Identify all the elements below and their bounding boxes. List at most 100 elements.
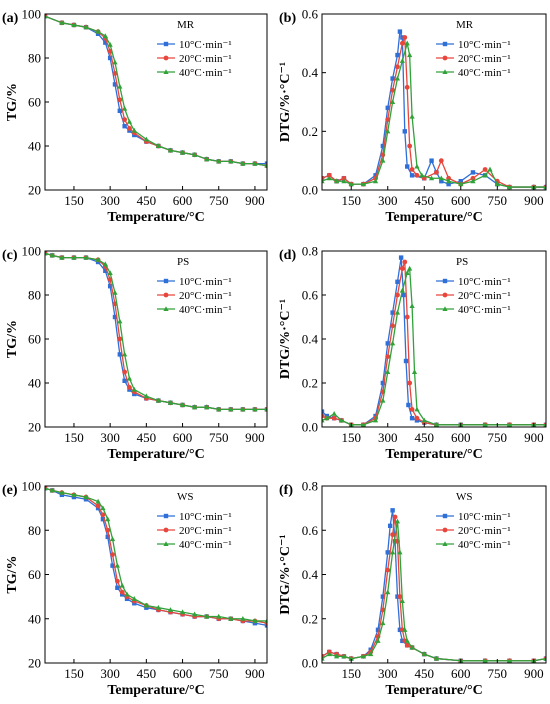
data-point (95, 28, 101, 34)
y-tick-label: 0.8 (302, 244, 318, 259)
x-tick-label: 150 (341, 193, 361, 208)
data-point (117, 83, 123, 89)
data-point (192, 404, 198, 410)
data-point (117, 336, 123, 342)
data-point (506, 184, 513, 190)
data-point (407, 265, 413, 271)
x-tick-label: 150 (64, 666, 84, 681)
x-tick-label: 600 (451, 430, 471, 445)
data-point (107, 284, 113, 289)
data-point (240, 615, 246, 621)
data-point (402, 259, 408, 265)
x-tick-label: 300 (100, 193, 120, 208)
legend-item: 20°C·min⁻¹ (436, 53, 511, 65)
data-point (385, 128, 391, 134)
data-point (107, 55, 113, 61)
data-series (45, 251, 267, 412)
data-point (409, 303, 415, 308)
legend-label: 20°C·min⁻¹ (458, 525, 511, 537)
data-point (322, 175, 325, 181)
x-tick-label: 600 (451, 193, 471, 208)
data-point (204, 156, 210, 162)
data-point (204, 613, 210, 619)
data-point (506, 422, 513, 427)
x-axis-title: Temperature/°C (107, 210, 204, 225)
data-point (105, 534, 110, 540)
series-line (322, 261, 546, 426)
x-tick-label: 750 (209, 193, 229, 208)
plot-frame (321, 485, 547, 664)
data-point (373, 173, 378, 178)
data-point (543, 184, 546, 190)
legend-marker (163, 69, 169, 74)
data-point (112, 71, 118, 76)
data-point (228, 158, 234, 164)
data-point (446, 178, 452, 184)
data-point (404, 642, 410, 648)
x-tick-label: 450 (137, 193, 157, 208)
data-point (394, 309, 401, 315)
data-point (399, 287, 405, 293)
legend-marker (442, 292, 448, 298)
series-line (45, 15, 267, 167)
data-point (103, 268, 108, 273)
legend-label: 10°C·min⁻¹ (458, 39, 511, 51)
data-point (380, 157, 386, 163)
data-series (322, 508, 546, 663)
data-point (127, 385, 132, 390)
data-point (122, 351, 128, 357)
data-point (395, 292, 400, 298)
data-point (372, 417, 379, 423)
data-point (390, 508, 395, 513)
data-point (428, 175, 435, 181)
data-point (252, 160, 258, 166)
data-point (264, 163, 267, 168)
x-tick-label: 750 (488, 666, 508, 681)
x-tick-label: 450 (137, 666, 157, 681)
data-point (482, 167, 488, 172)
data-point (59, 489, 65, 495)
series-line (322, 256, 546, 426)
data-point (83, 254, 89, 260)
x-tick-label: 450 (415, 666, 435, 681)
data-point (109, 536, 116, 542)
data-point (334, 653, 340, 659)
data-point (348, 181, 354, 187)
legend-label: 20°C·min⁻¹ (179, 53, 232, 65)
data-point (341, 178, 347, 184)
y-tick-label: 0.0 (302, 420, 318, 435)
y-tick-label: 80 (28, 523, 41, 538)
data-point (392, 514, 398, 520)
x-tick-label: 600 (173, 193, 193, 208)
data-point (375, 627, 381, 633)
x-axis-title: Temperature/°C (385, 447, 482, 462)
data-series (45, 14, 267, 166)
data-point (390, 340, 396, 346)
data-point (409, 644, 415, 650)
data-point (192, 611, 198, 617)
series-line (45, 487, 267, 624)
data-point (112, 82, 118, 87)
legend-item: 10°C·min⁻¹ (436, 276, 511, 288)
dataset-label: WS (456, 491, 473, 503)
data-point (124, 591, 130, 597)
data-point (155, 397, 162, 403)
data-point (105, 527, 111, 533)
legend-item: 10°C·min⁻¹ (157, 39, 232, 51)
data-point (409, 173, 415, 178)
x-tick-label: 300 (378, 430, 398, 445)
data-point (399, 266, 405, 271)
dataset-label: MR (177, 19, 195, 31)
data-point (397, 627, 403, 633)
data-series (322, 265, 546, 427)
data-point (322, 413, 325, 419)
data-point (179, 149, 186, 155)
legend-marker (442, 55, 448, 61)
data-point (421, 651, 427, 657)
x-tick-label: 150 (64, 193, 84, 208)
legend-label: 40°C·min⁻¹ (179, 539, 232, 551)
data-point (482, 657, 488, 663)
data-series (45, 14, 267, 168)
legend-item: 10°C·min⁻¹ (436, 39, 511, 51)
x-tick-label: 900 (245, 193, 265, 208)
